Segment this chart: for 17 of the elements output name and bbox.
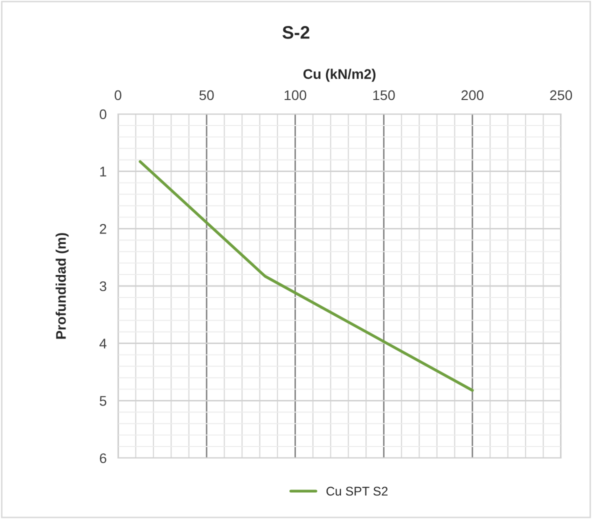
- y-tick-label: 0: [100, 109, 106, 120]
- x-tick-label: 250: [550, 90, 572, 100]
- y-tick-label: 2: [100, 224, 106, 234]
- y-axis-title: Profundidad (m): [56, 233, 69, 339]
- chart-title: S-2: [282, 26, 310, 39]
- y-tick-label: 6: [100, 453, 106, 464]
- x-tick-label: 50: [199, 90, 214, 100]
- x-axis-title: Cu (kN/m2): [303, 68, 376, 82]
- y-tick-label: 4: [99, 338, 106, 348]
- legend-label: Cu SPT S2: [326, 486, 388, 496]
- y-tick-label: 1: [100, 166, 106, 176]
- x-tick-label: 0: [114, 90, 122, 100]
- y-tick-label: 3: [100, 281, 106, 292]
- x-tick-label: 200: [462, 90, 484, 100]
- x-tick-label: 100: [284, 90, 306, 100]
- x-tick-label: 150: [373, 90, 395, 100]
- y-tick-label: 5: [100, 396, 106, 406]
